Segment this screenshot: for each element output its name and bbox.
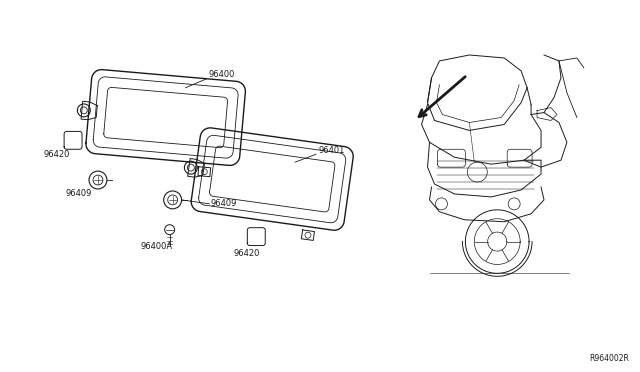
Text: 96400: 96400 <box>209 70 235 79</box>
Text: 96420: 96420 <box>233 249 259 258</box>
Text: 96409: 96409 <box>66 189 92 198</box>
Text: 96420: 96420 <box>44 150 70 159</box>
Text: 96400A: 96400A <box>141 242 173 251</box>
Text: R964002R: R964002R <box>589 354 628 363</box>
Text: 96401: 96401 <box>318 146 344 155</box>
Text: 96409: 96409 <box>211 199 237 208</box>
